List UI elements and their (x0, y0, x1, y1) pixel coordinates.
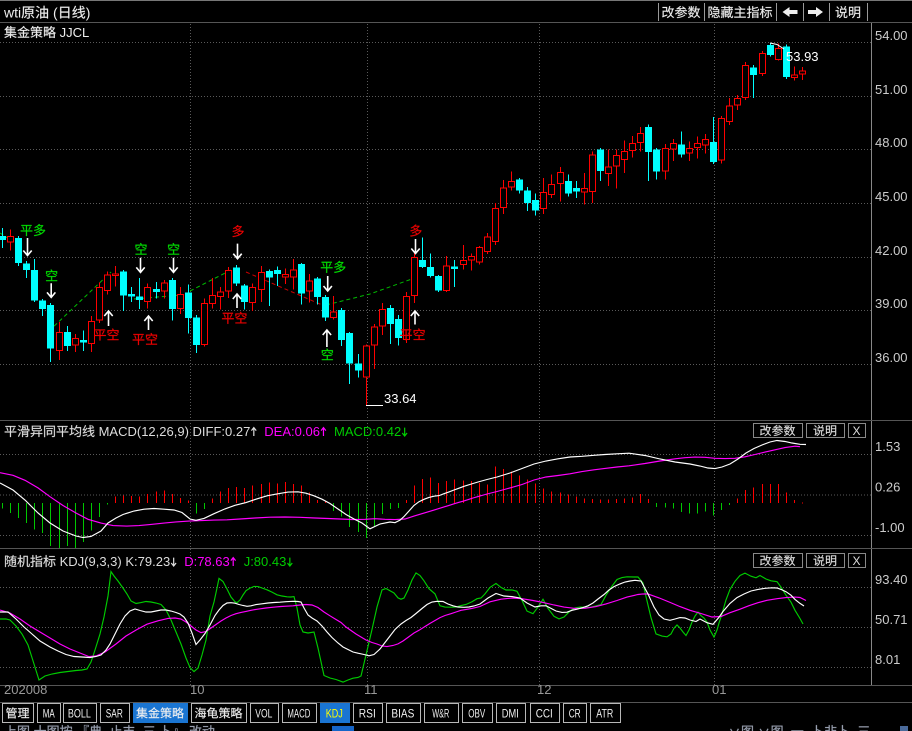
svg-text:8.01: 8.01 (875, 652, 900, 667)
svg-text:SAR: SAR (106, 707, 123, 721)
svg-text:KDJ: KDJ (326, 707, 343, 721)
svg-text:RSI: RSI (359, 707, 376, 721)
svg-text:VOL: VOL (255, 707, 272, 721)
svg-text:36.00: 36.00 (875, 350, 908, 365)
svg-text:J:80.43: J:80.43 (244, 554, 287, 569)
svg-text:1.53: 1.53 (875, 439, 900, 454)
svg-text:KDJ(9,3,3): KDJ(9,3,3) (60, 554, 122, 569)
svg-text:): ) (86, 5, 91, 21)
svg-text:11: 11 (364, 682, 378, 697)
svg-text:X: X (853, 424, 861, 438)
svg-text:CCI: CCI (536, 707, 553, 721)
svg-text:BIAS: BIAS (391, 707, 414, 721)
svg-text:33.64: 33.64 (384, 391, 417, 406)
svg-text:45.00: 45.00 (875, 189, 908, 204)
svg-text:39.00: 39.00 (875, 296, 908, 311)
svg-text:X: X (853, 554, 861, 568)
svg-text:CR: CR (569, 707, 581, 721)
svg-text:93.40: 93.40 (875, 572, 908, 587)
svg-text:53.93: 53.93 (786, 49, 819, 64)
svg-text:54.00: 54.00 (875, 28, 908, 43)
svg-text:-1.00: -1.00 (875, 520, 905, 535)
svg-text:DEA:0.06: DEA:0.06 (264, 424, 320, 439)
svg-text:BOLL: BOLL (68, 707, 91, 721)
svg-text:(: ( (53, 5, 58, 21)
svg-text:202008: 202008 (4, 682, 47, 697)
svg-text:12: 12 (537, 682, 551, 697)
svg-text:MACD:0.42: MACD:0.42 (334, 424, 401, 439)
svg-text:01: 01 (712, 682, 726, 697)
svg-text:51.00: 51.00 (875, 82, 908, 97)
svg-text:ATR: ATR (596, 707, 613, 721)
svg-text:D:78.63: D:78.63 (184, 554, 230, 569)
svg-text:wti: wti (3, 5, 21, 21)
svg-text:MACD: MACD (287, 707, 310, 721)
svg-text:42.00: 42.00 (875, 243, 908, 258)
svg-text:DMI: DMI (502, 707, 519, 721)
svg-text:K:79.23: K:79.23 (125, 554, 170, 569)
svg-text:JJCL: JJCL (60, 25, 90, 40)
svg-text:MACD(12,26,9): MACD(12,26,9) (99, 424, 189, 439)
svg-text:W&R: W&R (432, 707, 449, 721)
svg-text:OBV: OBV (468, 707, 485, 721)
svg-text:0.26: 0.26 (875, 480, 900, 495)
svg-text:50.71: 50.71 (875, 612, 908, 627)
svg-text:48.00: 48.00 (875, 135, 908, 150)
svg-text:MA: MA (43, 707, 55, 721)
svg-text:DIFF:0.27: DIFF:0.27 (193, 424, 251, 439)
svg-text:10: 10 (190, 682, 204, 697)
